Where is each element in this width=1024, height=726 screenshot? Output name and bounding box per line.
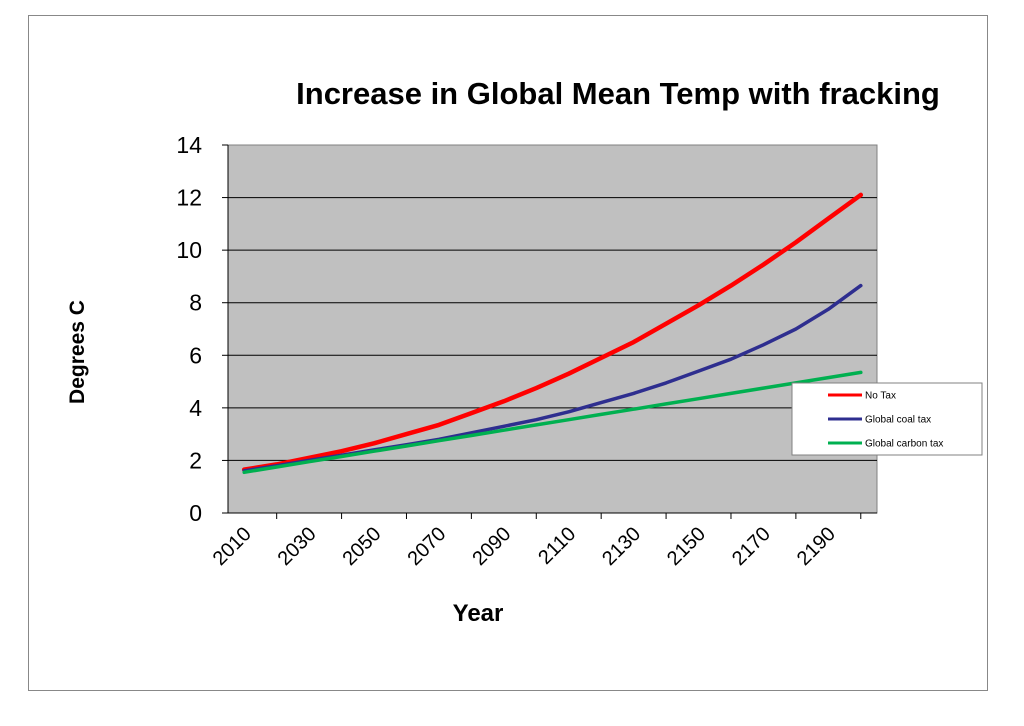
y-tick-label: 10 <box>176 237 202 263</box>
grid-lines <box>222 144 877 514</box>
chart-title: Increase in Global Mean Temp with fracki… <box>296 76 940 111</box>
x-tick-label: 2010 <box>209 523 256 570</box>
y-tick-label: 6 <box>189 342 202 368</box>
y-tick-label: 2 <box>189 447 202 473</box>
y-axis-title: Degrees C <box>66 300 89 404</box>
series-line-no-tax <box>241 192 864 472</box>
y-tick-label: 12 <box>176 185 202 211</box>
legend: No Tax Global coal tax Global carbon tax <box>791 382 983 456</box>
legend-label: Global coal tax <box>865 415 931 426</box>
y-tick-label: 4 <box>189 395 202 421</box>
x-axis-title: Year <box>453 600 504 627</box>
x-tick-label: 2070 <box>403 523 450 570</box>
legend-label: No Tax <box>865 391 896 402</box>
x-tick-label: 2110 <box>534 523 580 569</box>
y-tick-label: 8 <box>189 290 202 316</box>
x-tick-label: 2090 <box>468 523 515 570</box>
x-tick-label: 2050 <box>339 523 386 570</box>
x-tick-label: 2150 <box>663 523 710 570</box>
x-tick-label: 2130 <box>598 523 645 570</box>
series-line-global-carbon-tax <box>242 370 863 475</box>
y-tick-labels: 0 2 4 6 8 10 12 14 <box>176 132 202 526</box>
y-tick-label: 0 <box>189 500 202 526</box>
x-tick-label: 2170 <box>728 523 775 570</box>
x-tick-labels: 2010 2030 2050 2070 2090 2110 2130 2150 2170 2190 <box>209 523 840 570</box>
y-tick-label: 14 <box>176 132 202 158</box>
legend-box <box>791 382 983 456</box>
x-tick-label: 2030 <box>274 523 321 570</box>
axes <box>227 145 877 519</box>
legend-label: Global carbon tax <box>865 439 943 450</box>
series-layer <box>241 192 864 475</box>
x-tick-label: 2190 <box>793 523 840 570</box>
